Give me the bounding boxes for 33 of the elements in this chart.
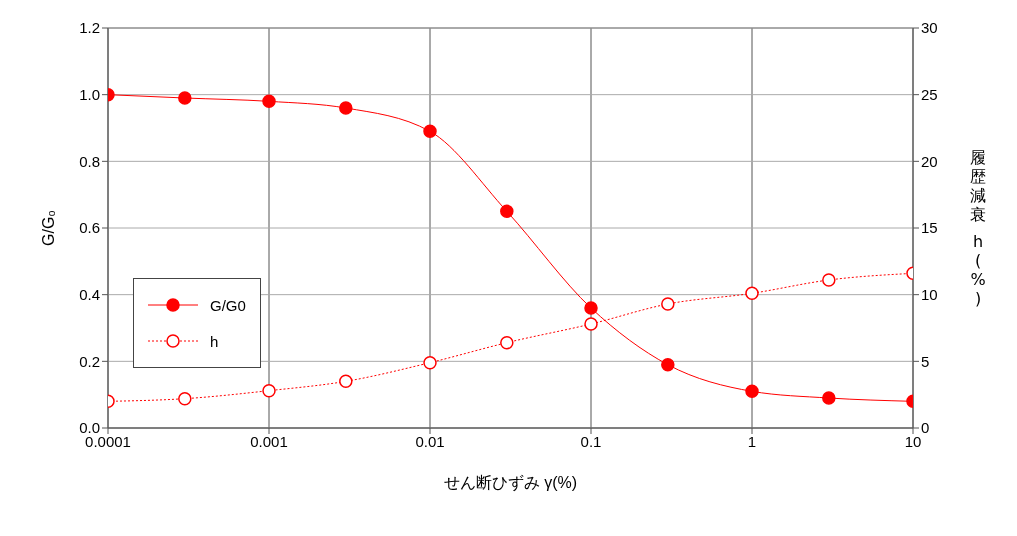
x-tick-label: 0.001 (250, 432, 288, 450)
y-tick-label: 1.2 (79, 19, 100, 37)
legend-label: G/G0 (210, 296, 246, 314)
y-tick-label: 0.6 (79, 219, 100, 237)
y2-tick-label: 5 (921, 352, 930, 370)
y2-tick-label: 0 (921, 419, 930, 437)
point (584, 301, 598, 315)
y2-axis-title: 履歴減衰 h(%) (970, 148, 986, 308)
y2-tick-label: 20 (921, 152, 938, 170)
x-tick-label: 10 (904, 432, 922, 450)
x-axis-title: せん断ひずみ γ(%) (443, 474, 578, 492)
point (661, 357, 675, 372)
x-tick-label: 0.1 (580, 432, 602, 450)
point (822, 273, 836, 287)
y-tick-label: 0.8 (79, 152, 100, 170)
y2-tick-label: 30 (921, 19, 938, 37)
y2-tick-label: 10 (921, 285, 938, 303)
y-tick-label: 1.0 (79, 85, 100, 103)
point (423, 355, 437, 370)
y2-tick-label: 25 (921, 85, 938, 103)
point (822, 391, 836, 405)
point (661, 297, 675, 311)
point (262, 383, 276, 398)
point (423, 124, 437, 139)
x-tick-label: 1 (747, 432, 757, 450)
legend-label: h (210, 332, 219, 350)
y-tick-label: 0.4 (79, 285, 100, 303)
point (584, 317, 598, 331)
y2-tick-label: 15 (921, 219, 938, 237)
x-tick-label: 0.01 (415, 432, 445, 450)
y-axis-title: G/G₀ (39, 210, 57, 246)
point (262, 94, 276, 109)
y-tick-label: 0.2 (79, 352, 100, 370)
